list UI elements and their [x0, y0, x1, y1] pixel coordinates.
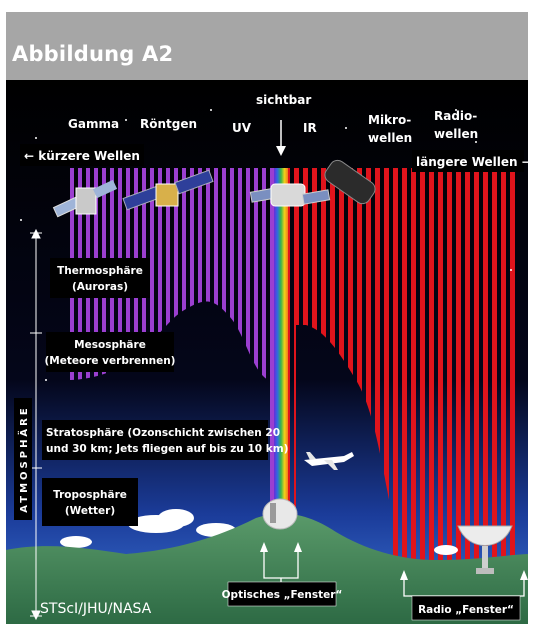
- spectrum-figure: Gamma Röntgen UV sichtbar IR Mikro- well…: [6, 80, 528, 624]
- meso-box: [46, 332, 174, 372]
- hubble-telescope-icon: [249, 183, 331, 207]
- label-thermosphere: Thermosphäre: [57, 265, 143, 277]
- radio-dish-icon: [457, 525, 513, 574]
- label-roentgen: Röntgen: [140, 117, 197, 131]
- radio-window-box: [411, 595, 521, 621]
- label-ozone: und 30 km; Jets fliegen auf bis zu 10 km…: [46, 443, 288, 455]
- visible-band: [274, 168, 288, 524]
- label-shorter-waves: ← kürzere Wellen: [24, 149, 140, 163]
- label-optical-window: Optisches „Fenster“: [222, 589, 343, 601]
- label-auroras: (Auroras): [72, 281, 128, 293]
- optical-window-box: [227, 581, 337, 607]
- tropo-box: [42, 478, 138, 526]
- label-meteors: (Meteore verbrennen): [45, 355, 176, 367]
- figure-header: Abbildung A2: [6, 12, 528, 80]
- space-telescope-icon: [324, 159, 376, 205]
- label-mikro-2: wellen: [368, 131, 412, 145]
- observatory-icon: [262, 498, 298, 530]
- label-mikro-1: Mikro-: [368, 113, 411, 127]
- label-radio-window: Radio „Fenster“: [418, 604, 514, 616]
- label-longer-waves: längere Wellen →: [416, 155, 528, 169]
- thermo-box: [50, 258, 150, 298]
- label-gamma: Gamma: [68, 117, 119, 131]
- label-atmosphere: ATMOSPHÄRE: [16, 405, 30, 512]
- satellite-icon: [52, 179, 118, 218]
- mountains: [6, 513, 528, 624]
- label-mesosphere: Mesosphäre: [74, 339, 146, 351]
- label-weather: (Wetter): [65, 505, 115, 517]
- short-wave-region: [66, 168, 276, 524]
- stars: [20, 109, 512, 381]
- label-uv: UV: [232, 121, 252, 135]
- airplane-icon: [304, 452, 354, 470]
- label-radio-2: wellen: [434, 127, 478, 141]
- long-wave-region: [286, 168, 516, 595]
- label-radio-1: Radio-: [434, 109, 477, 123]
- longer-box: [412, 150, 524, 172]
- strato-box: [42, 420, 268, 460]
- shorter-box: [20, 144, 144, 166]
- label-troposphere: Troposphäre: [53, 489, 127, 501]
- figure-title: Abbildung A2: [12, 42, 174, 66]
- credit-label: STScI/JHU/NASA: [40, 601, 152, 617]
- label-ir: IR: [303, 121, 317, 135]
- atmosphere-box: [14, 398, 32, 520]
- satellite-icon: [122, 169, 214, 211]
- label-stratosphere: Stratosphäre (Ozonschicht zwischen 20: [46, 427, 280, 439]
- clouds: [60, 509, 458, 555]
- atmosphere-diagram: Gamma Röntgen UV sichtbar IR Mikro- well…: [6, 80, 528, 624]
- label-sichtbar: sichtbar: [256, 93, 311, 107]
